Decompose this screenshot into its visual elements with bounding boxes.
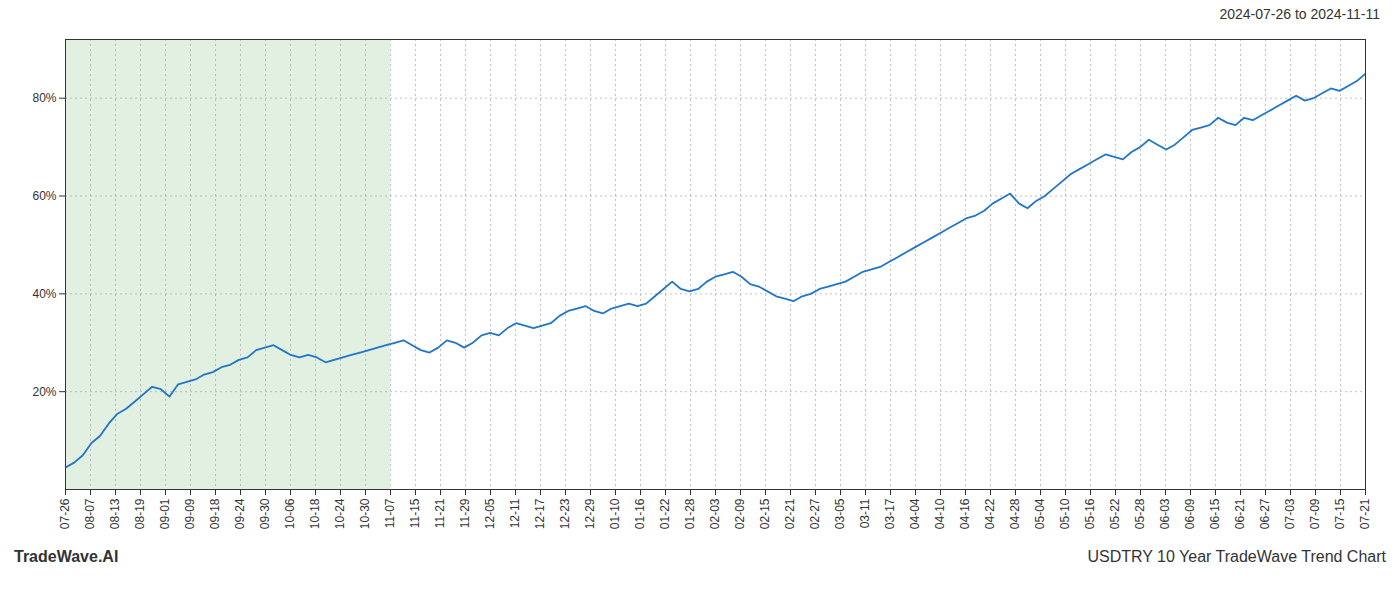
svg-text:07-03: 07-03 — [1283, 498, 1297, 529]
svg-text:04-28: 04-28 — [1008, 498, 1022, 529]
svg-text:03-05: 03-05 — [833, 498, 847, 529]
svg-text:01-28: 01-28 — [683, 498, 697, 529]
svg-text:05-28: 05-28 — [1133, 498, 1147, 529]
html-text:TradeWave.AI: TradeWave.AI — [14, 548, 119, 565]
svg-text:06-15: 06-15 — [1208, 498, 1222, 529]
svg-text:01-10: 01-10 — [608, 498, 622, 529]
svg-text:06-21: 06-21 — [1233, 498, 1247, 529]
svg-text:02-27: 02-27 — [808, 498, 822, 529]
svg-text:02-03: 02-03 — [708, 498, 722, 529]
svg-text:09-30: 09-30 — [258, 498, 272, 529]
svg-text:07-26: 07-26 — [58, 498, 72, 529]
svg-text:08-07: 08-07 — [83, 498, 97, 529]
svg-text:07-21: 07-21 — [1358, 498, 1372, 529]
svg-text:02-21: 02-21 — [783, 498, 797, 529]
svg-text:06-09: 06-09 — [1183, 498, 1197, 529]
svg-text:01-16: 01-16 — [633, 498, 647, 529]
svg-text:02-09: 02-09 — [733, 498, 747, 529]
svg-text:09-09: 09-09 — [183, 498, 197, 529]
svg-text:01-22: 01-22 — [658, 498, 672, 529]
svg-text:06-03: 06-03 — [1158, 498, 1172, 529]
svg-text:12-17: 12-17 — [533, 498, 547, 529]
html-text:USDTRY 10 Year TradeWave Trend: USDTRY 10 Year TradeWave Trend Chart — [1087, 548, 1386, 565]
svg-text:06-27: 06-27 — [1258, 498, 1272, 529]
svg-text:07-15: 07-15 — [1333, 498, 1347, 529]
svg-text:11-15: 11-15 — [408, 498, 422, 528]
svg-text:40%: 40% — [32, 287, 56, 301]
svg-text:11-07: 11-07 — [383, 498, 397, 528]
svg-text:80%: 80% — [32, 91, 56, 105]
svg-text:09-18: 09-18 — [208, 498, 222, 529]
svg-text:05-04: 05-04 — [1033, 498, 1047, 529]
svg-text:05-16: 05-16 — [1083, 498, 1097, 529]
svg-text:12-05: 12-05 — [483, 498, 497, 529]
svg-text:10-06: 10-06 — [283, 498, 297, 529]
svg-text:12-29: 12-29 — [583, 498, 597, 529]
svg-text:12-23: 12-23 — [558, 498, 572, 529]
svg-text:04-04: 04-04 — [908, 498, 922, 529]
svg-text:20%: 20% — [32, 385, 56, 399]
svg-text:07-09: 07-09 — [1308, 498, 1322, 529]
svg-text:03-11: 03-11 — [858, 498, 872, 528]
html-text:2024-07-26 to 2024-11-11: 2024-07-26 to 2024-11-11 — [1219, 6, 1380, 22]
svg-text:10-18: 10-18 — [308, 498, 322, 529]
svg-text:60%: 60% — [32, 189, 56, 203]
svg-text:08-19: 08-19 — [133, 498, 147, 529]
svg-text:03-17: 03-17 — [883, 498, 897, 529]
svg-text:10-24: 10-24 — [333, 498, 347, 529]
svg-text:09-24: 09-24 — [233, 498, 247, 529]
svg-text:11-21: 11-21 — [433, 498, 447, 528]
svg-text:02-15: 02-15 — [758, 498, 772, 529]
svg-text:04-10: 04-10 — [933, 498, 947, 529]
svg-text:12-11: 12-11 — [508, 498, 522, 528]
svg-text:05-10: 05-10 — [1058, 498, 1072, 529]
svg-text:08-13: 08-13 — [108, 498, 122, 529]
svg-text:11-29: 11-29 — [458, 498, 472, 528]
svg-text:10-30: 10-30 — [358, 498, 372, 529]
svg-text:04-22: 04-22 — [983, 498, 997, 529]
svg-text:04-16: 04-16 — [958, 498, 972, 529]
svg-text:09-01: 09-01 — [158, 498, 172, 529]
svg-text:05-22: 05-22 — [1108, 498, 1122, 529]
